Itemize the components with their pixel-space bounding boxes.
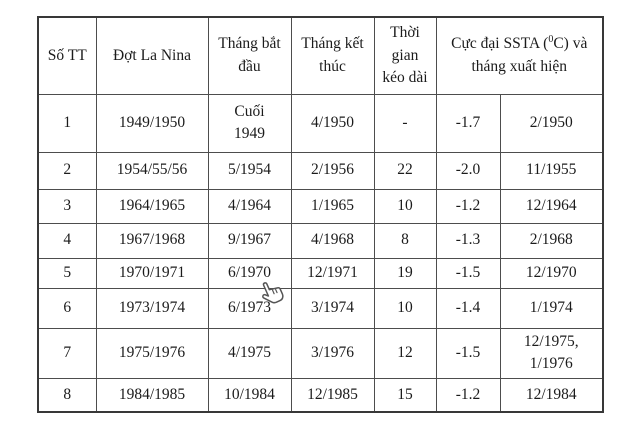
- table-row: 8 1984/1985 10/1984 12/1985 15 -1.2 12/1…: [37, 377, 604, 413]
- cell-duration: 12: [373, 327, 437, 379]
- header-row: Số TT Đợt La Nina Tháng bắt đầu Tháng kế…: [37, 16, 604, 95]
- cell-end: 1/1965: [290, 188, 375, 224]
- col-header-start: Tháng bắt đầu: [207, 16, 292, 95]
- ssta-header-text-after: C) và: [553, 35, 588, 53]
- col-header-ssta: Cực đại SSTA (0C) và tháng xuất hiện: [435, 16, 604, 95]
- table-row: 3 1964/1965 4/1964 1/1965 10 -1.2 12/196…: [37, 188, 604, 224]
- cell-episode: 1973/1974: [95, 287, 209, 329]
- cell-end: 12/1971: [290, 257, 375, 289]
- cell-start: 6/1970: [207, 257, 292, 289]
- cell-ssta: -1.2: [435, 188, 501, 224]
- cell-episode: 1984/1985: [95, 377, 209, 413]
- cell-episode: 1949/1950: [95, 93, 209, 153]
- cell-stt: 2: [37, 151, 97, 190]
- cell-end: 2/1956: [290, 151, 375, 190]
- table-row: 4 1967/1968 9/1967 4/1968 8 -1.3 2/1968: [37, 222, 604, 259]
- cell-episode: 1954/55/56: [95, 151, 209, 190]
- table-row: 7 1975/1976 4/1975 3/1976 12 -1.5 12/197…: [37, 327, 604, 379]
- cell-start: 4/1975: [207, 327, 292, 379]
- cell-duration: 10: [373, 188, 437, 224]
- col-header-duration: Thời gian kéo dài: [373, 16, 437, 95]
- cell-episode: 1970/1971: [95, 257, 209, 289]
- cell-episode: 1964/1965: [95, 188, 209, 224]
- cell-start: 4/1964: [207, 188, 292, 224]
- cell-duration: 22: [373, 151, 437, 190]
- cell-stt: 1: [37, 93, 97, 153]
- cell-month: 1/1974: [499, 287, 604, 329]
- col-header-stt: Số TT: [37, 16, 97, 95]
- cell-ssta: -1.5: [435, 327, 501, 379]
- cell-end: 12/1985: [290, 377, 375, 413]
- cell-duration: 10: [373, 287, 437, 329]
- table-row: 5 1970/1971 6/1970 12/1971 19 -1.5 12/19…: [37, 257, 604, 289]
- cell-duration: 19: [373, 257, 437, 289]
- col-header-end: Tháng kết thúc: [290, 16, 375, 95]
- col-header-episode: Đợt La Nina: [95, 16, 209, 95]
- cell-start: 9/1967: [207, 222, 292, 259]
- cell-month: 12/1975, 1/1976: [499, 327, 604, 379]
- cell-month: 12/1964: [499, 188, 604, 224]
- table-row: 6 1973/1974 6/1973 3/1974 10 -1.4 1/1974: [37, 287, 604, 329]
- cell-month: 12/1984: [499, 377, 604, 413]
- cell-stt: 7: [37, 327, 97, 379]
- cell-duration: 8: [373, 222, 437, 259]
- cell-end: 3/1976: [290, 327, 375, 379]
- cell-month: 2/1968: [499, 222, 604, 259]
- cell-end: 4/1968: [290, 222, 375, 259]
- cell-end: 3/1974: [290, 287, 375, 329]
- cell-start: Cuối 1949: [207, 93, 292, 153]
- table-row: 1 1949/1950 Cuối 1949 4/1950 - -1.7 2/19…: [37, 93, 604, 153]
- cell-ssta: -1.7: [435, 93, 501, 153]
- cell-stt: 3: [37, 188, 97, 224]
- cell-stt: 4: [37, 222, 97, 259]
- cell-month: 2/1950: [499, 93, 604, 153]
- la-nina-episodes-table: Số TT Đợt La Nina Tháng bắt đầu Tháng kế…: [37, 16, 605, 413]
- cell-ssta: -1.2: [435, 377, 501, 413]
- cell-episode: 1975/1976: [95, 327, 209, 379]
- cell-stt: 8: [37, 377, 97, 413]
- cell-ssta: -1.4: [435, 287, 501, 329]
- cell-episode: 1967/1968: [95, 222, 209, 259]
- cell-start: 6/1973: [207, 287, 292, 329]
- cell-start: 10/1984: [207, 377, 292, 413]
- table-row: 2 1954/55/56 5/1954 2/1956 22 -2.0 11/19…: [37, 151, 604, 190]
- cell-ssta: -2.0: [435, 151, 501, 190]
- cell-month: 11/1955: [499, 151, 604, 190]
- cell-ssta: -1.3: [435, 222, 501, 259]
- cell-month: 12/1970: [499, 257, 604, 289]
- ssta-header-text: Cực đại SSTA (: [451, 35, 549, 53]
- cell-stt: 6: [37, 287, 97, 329]
- cell-start: 5/1954: [207, 151, 292, 190]
- cell-end: 4/1950: [290, 93, 375, 153]
- cell-duration: -: [373, 93, 437, 153]
- ssta-header-superscript: 0: [548, 34, 554, 46]
- cell-ssta: -1.5: [435, 257, 501, 289]
- cell-duration: 15: [373, 377, 437, 413]
- ssta-header-line2: tháng xuất hiện: [471, 57, 568, 75]
- cell-stt: 5: [37, 257, 97, 289]
